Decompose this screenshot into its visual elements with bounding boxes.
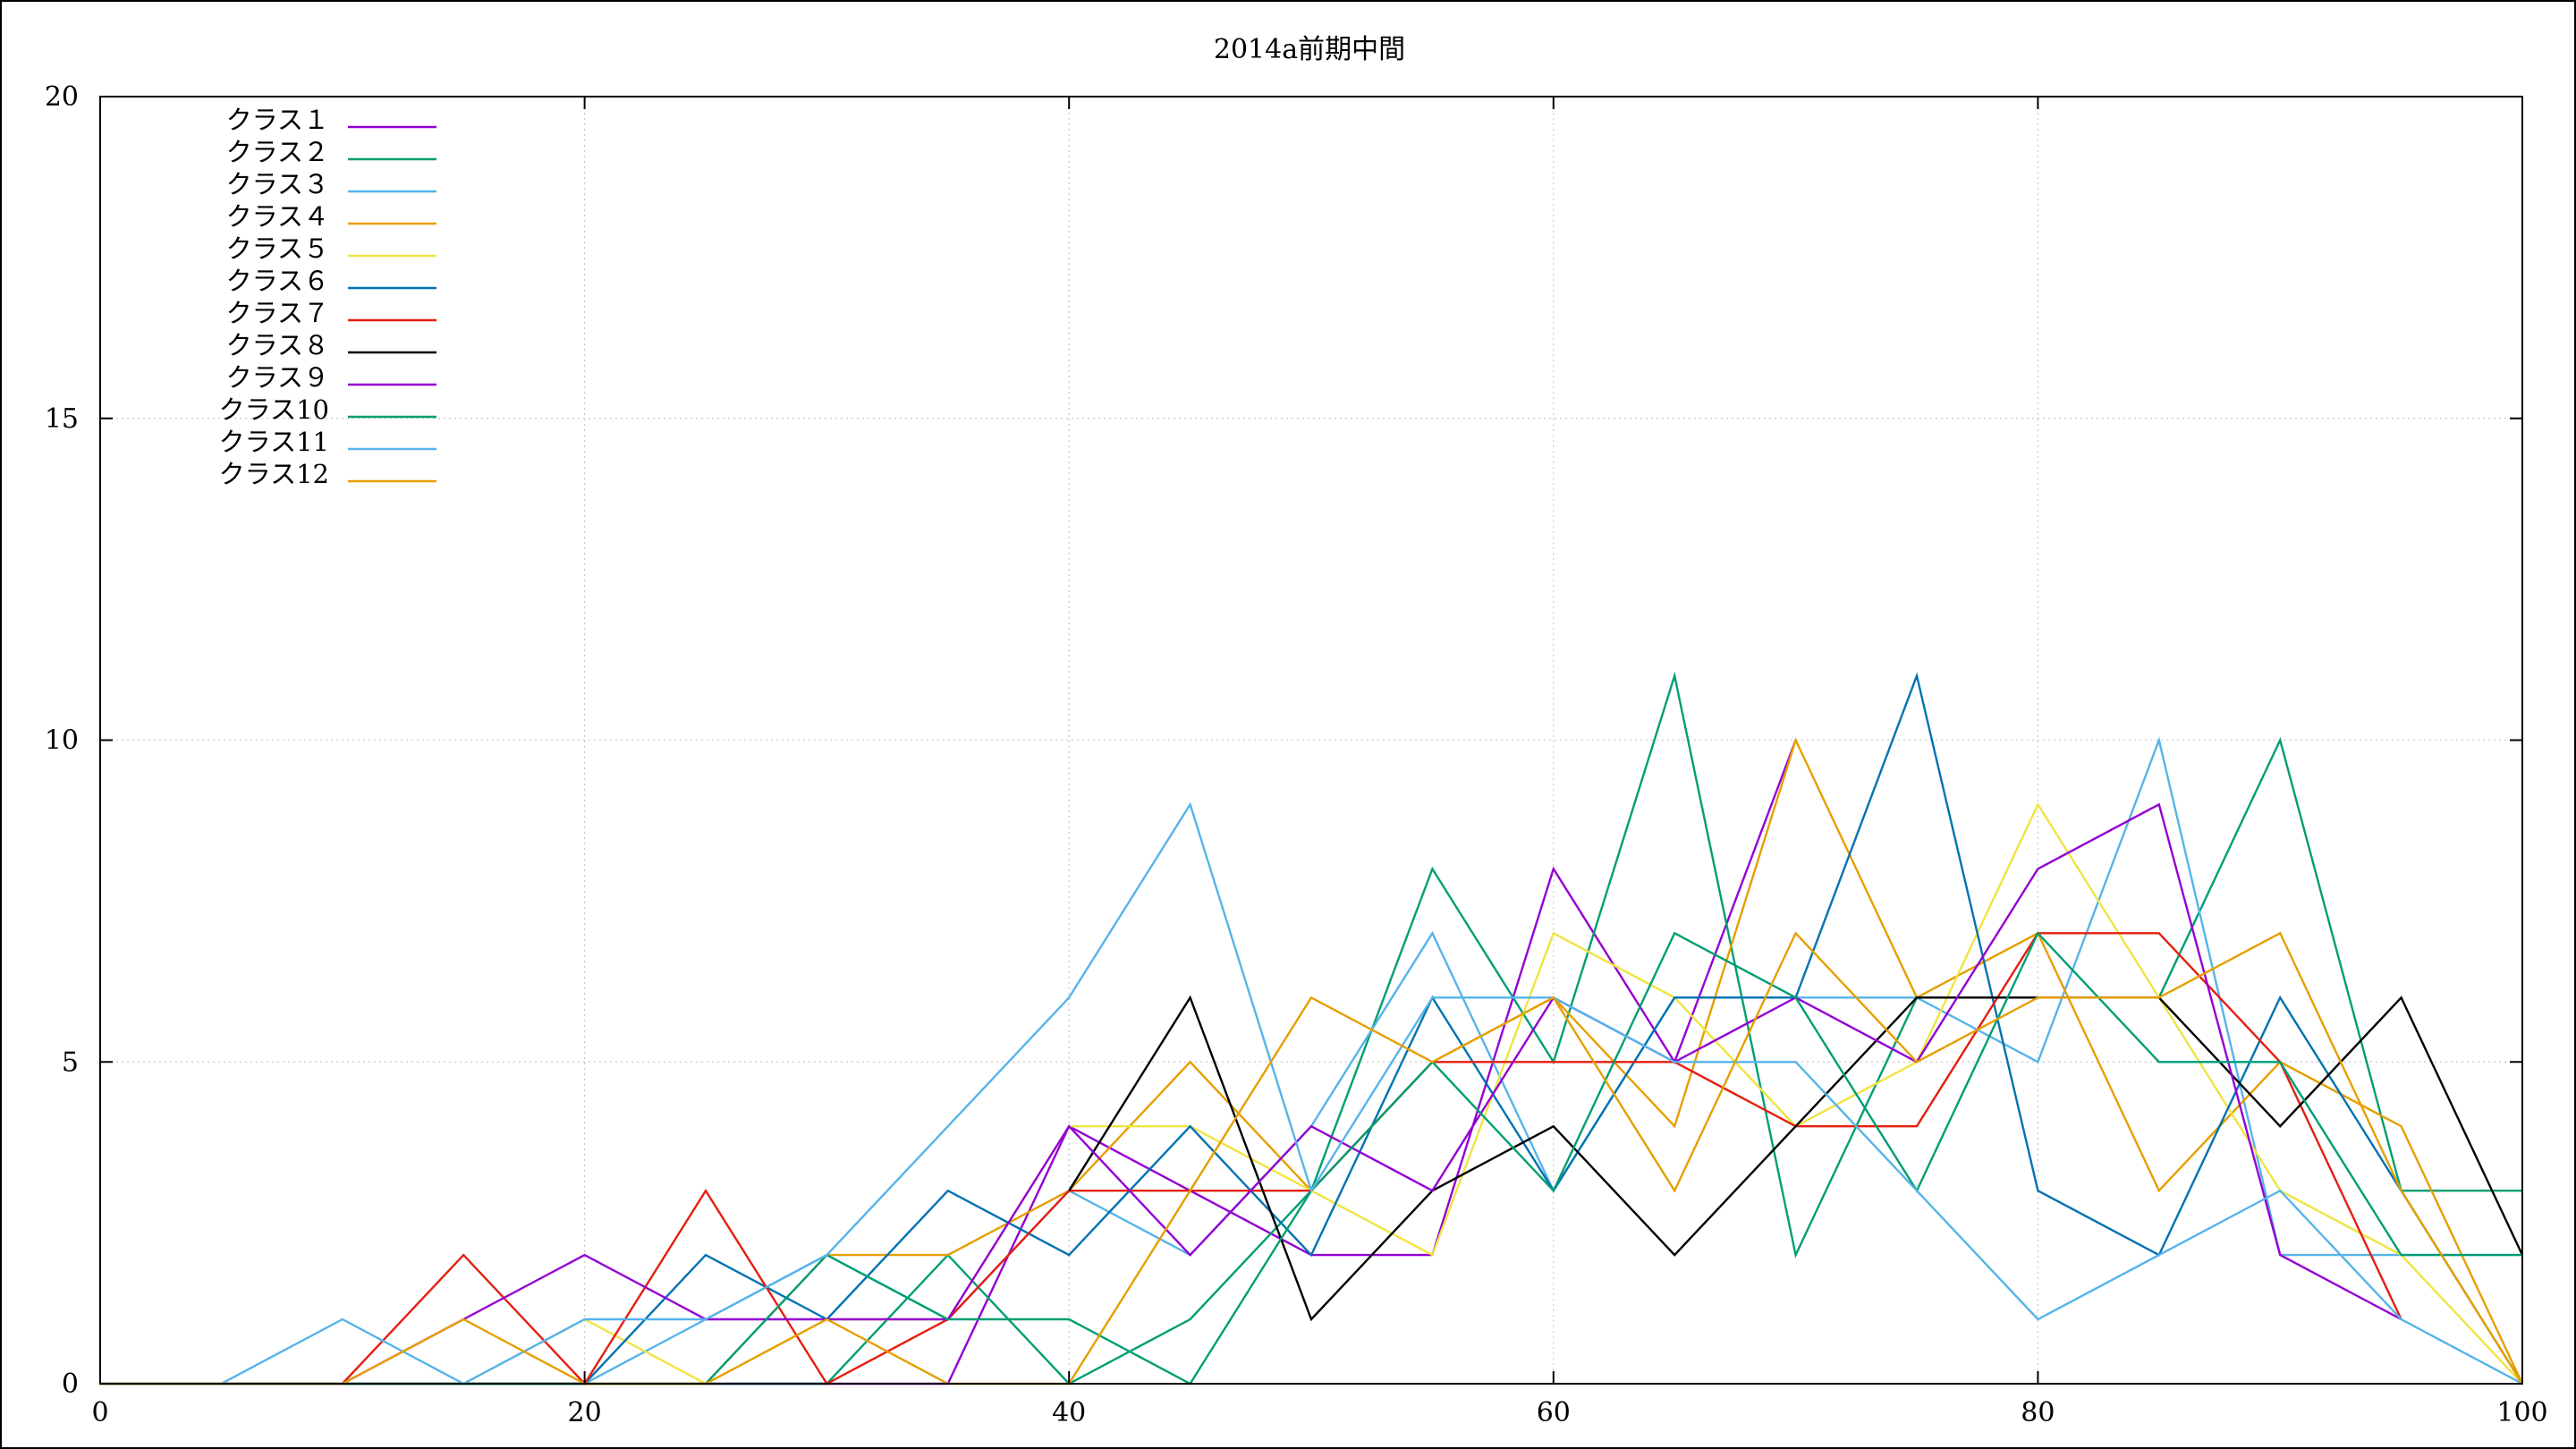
y-tick-label: 15 xyxy=(45,403,79,435)
series-line-11 xyxy=(100,801,2523,1385)
legend-label: クラス９ xyxy=(226,362,329,393)
legend-label: クラス６ xyxy=(226,266,329,296)
y-tick-label: 10 xyxy=(45,725,79,757)
chart-title: 2014a前期中間 xyxy=(1214,34,1405,65)
legend-label: クラス４ xyxy=(226,201,329,232)
x-tick-label: 40 xyxy=(1052,1397,1086,1428)
series-line-12 xyxy=(100,931,2524,1385)
x-tick-label: 60 xyxy=(1537,1397,1571,1428)
x-tick-label: 0 xyxy=(91,1397,108,1428)
series-lines xyxy=(100,671,2524,1385)
x-tick-label: 100 xyxy=(2496,1397,2547,1428)
series-line-5 xyxy=(100,801,2523,1385)
y-tick-label: 0 xyxy=(62,1368,79,1400)
legend: クラス１クラス２クラス３クラス４クラス５クラス６クラス７クラス８クラス９クラス1… xyxy=(219,105,436,489)
legend-label: クラス８ xyxy=(226,330,329,360)
series-line-2 xyxy=(100,671,2522,1385)
legend-label: クラス11 xyxy=(219,427,329,457)
legend-label: クラス７ xyxy=(226,298,329,328)
series-line-6 xyxy=(100,672,2524,1385)
y-tick-label: 5 xyxy=(62,1046,79,1078)
y-tick-label: 20 xyxy=(45,81,79,113)
x-tick-label: 20 xyxy=(568,1397,602,1428)
legend-label: クラス12 xyxy=(219,459,329,489)
legend-label: クラス２ xyxy=(226,137,329,167)
legend-label: クラス１ xyxy=(226,105,329,135)
legend-label: クラス10 xyxy=(219,394,329,425)
grid xyxy=(100,97,2522,1384)
legend-label: クラス５ xyxy=(226,233,329,264)
series-line-9 xyxy=(100,802,2402,1385)
series-line-10 xyxy=(100,931,2522,1385)
series-line-8 xyxy=(1068,995,2524,1322)
legend-label: クラス３ xyxy=(226,169,329,199)
x-tick-label: 80 xyxy=(2021,1397,2055,1428)
axis-ticks: 0 20 40 60 80 100 0 5 10 15 20 xyxy=(45,81,2548,1428)
